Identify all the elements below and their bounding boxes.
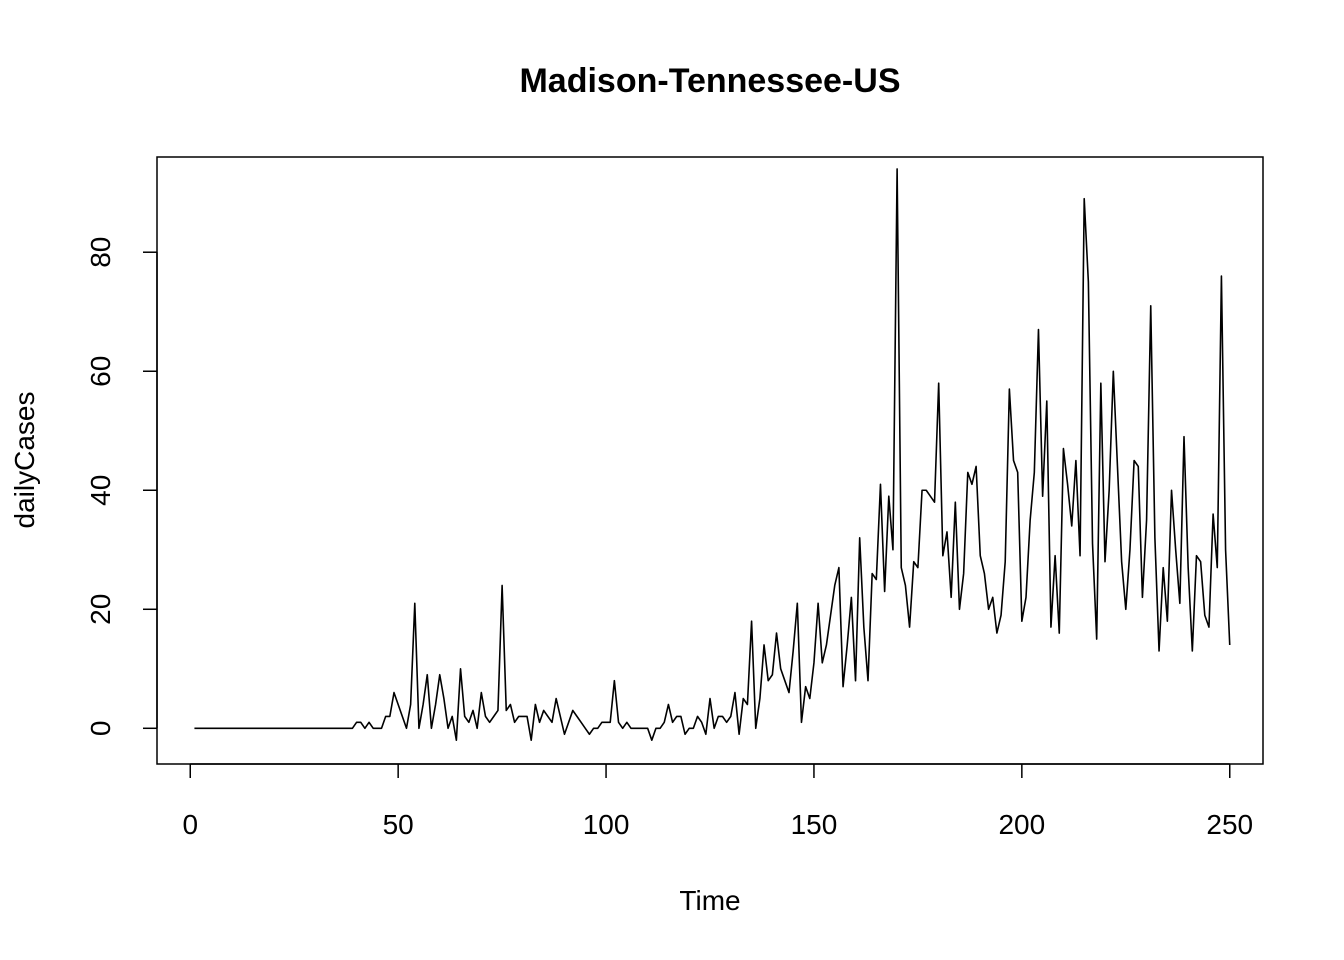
y-tick-label: 40 — [85, 475, 116, 506]
x-tick-label: 0 — [182, 809, 198, 840]
x-tick-label: 250 — [1206, 809, 1253, 840]
y-axis: 0 20 40 60 80 — [85, 237, 158, 737]
y-tick-label: 20 — [85, 594, 116, 625]
x-axis: 0 50 100 150 200 250 — [182, 763, 1253, 840]
x-tick-label: 150 — [791, 809, 838, 840]
y-tick-label: 80 — [85, 237, 116, 268]
x-tick-label: 200 — [998, 809, 1045, 840]
y-tick-label: 0 — [85, 721, 116, 737]
x-axis-label: Time — [679, 885, 740, 916]
x-tick-label: 100 — [583, 809, 630, 840]
series-line-daily-cases — [194, 168, 1231, 741]
plot-frame — [156, 156, 1264, 765]
y-tick-label: 60 — [85, 356, 116, 387]
x-tick-label: 50 — [383, 809, 414, 840]
chart-title: Madison-Tennessee-US — [519, 62, 900, 100]
y-axis-label: dailyCases — [9, 392, 40, 529]
